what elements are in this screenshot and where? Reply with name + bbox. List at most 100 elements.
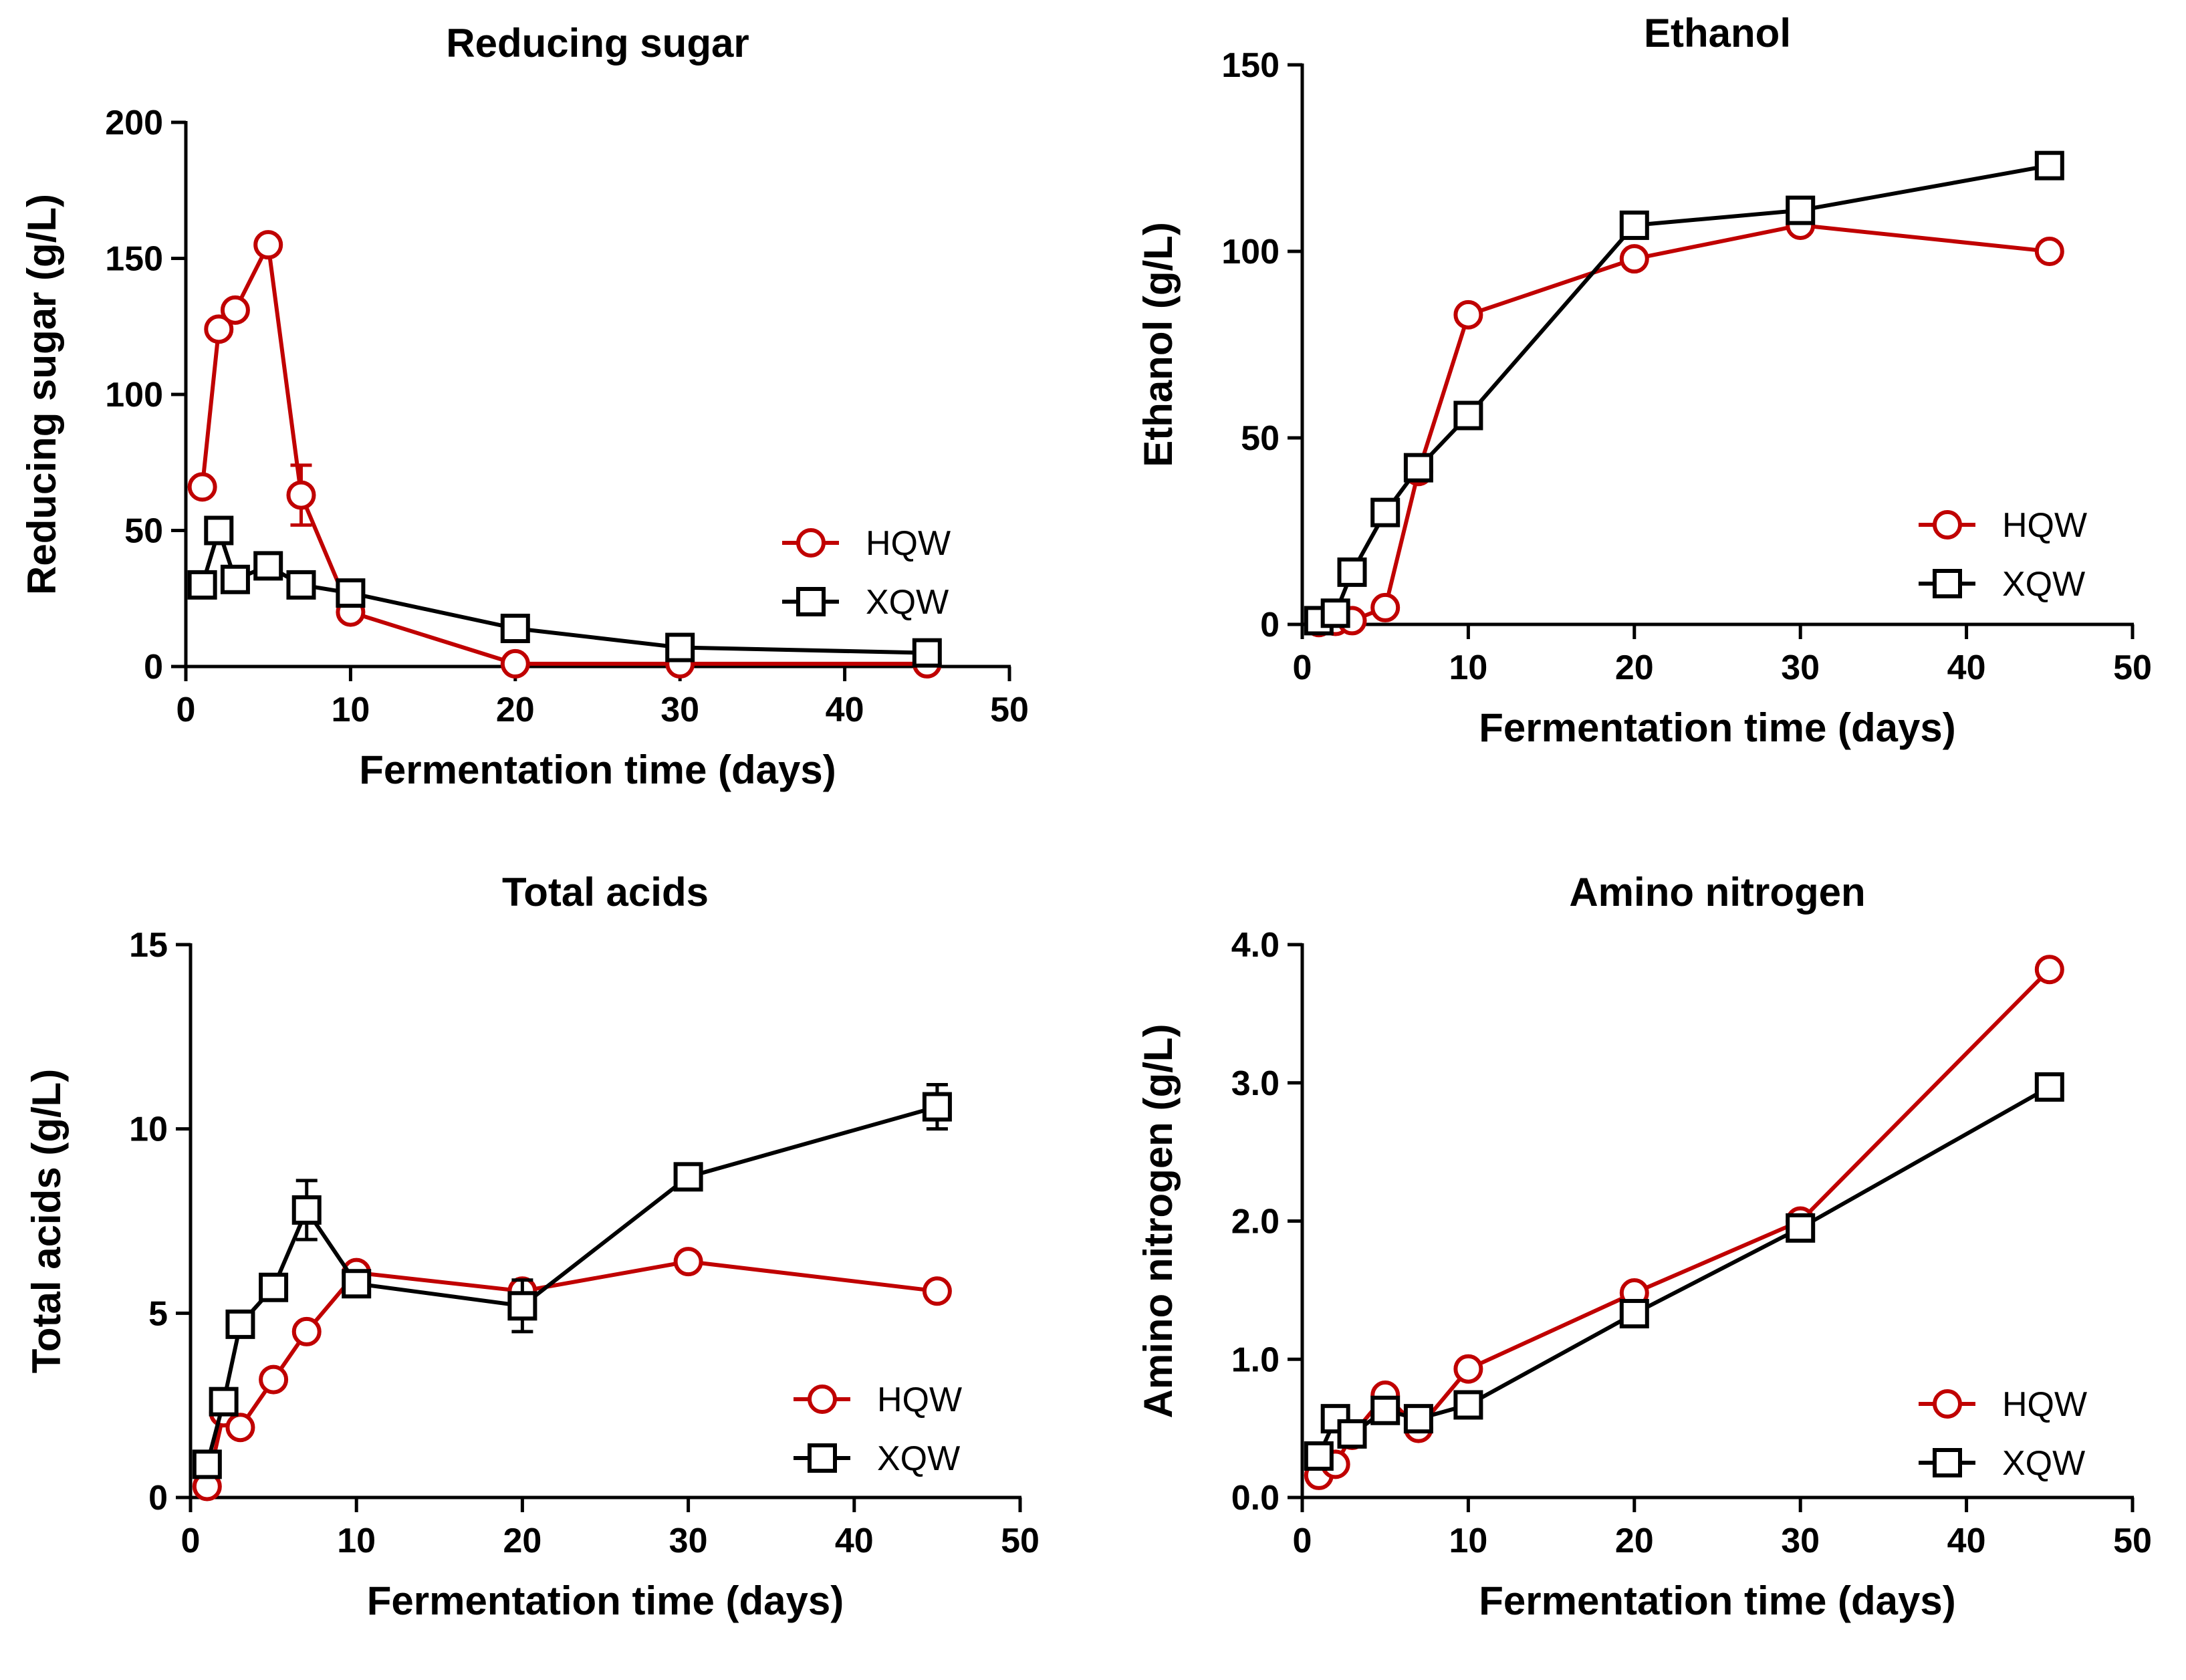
x-tick-label: 50 [990,691,1029,729]
legend-item-xqw: XQW [794,1439,960,1478]
legend-label: HQW [2002,1385,2087,1424]
series-xqw [1304,150,2064,636]
y-tick-label: 150 [105,240,163,279]
y-tick-label: 4.0 [1231,926,1280,965]
data-point [259,1364,289,1395]
legend-item-xqw: XQW [782,583,949,622]
x-tick-label: 20 [496,691,535,729]
data-point [673,1162,703,1192]
y-tick-label: 0 [148,1479,168,1518]
data-point [1370,592,1401,622]
legend-label: HQW [866,524,951,563]
data-point [1619,1299,1649,1329]
y-tick-label: 150 [1221,46,1280,85]
data-point [507,1291,537,1321]
y-tick-label: 0.0 [1231,1479,1280,1518]
x-tick-label: 0 [1293,648,1312,687]
data-point [220,295,250,325]
data-point [204,515,234,546]
chart-title: Amino nitrogen [1569,870,1865,915]
legend-marker [808,1443,837,1473]
legend-marker [1933,510,1962,539]
data-point [500,614,530,644]
data-point [1337,1419,1367,1449]
legend-item-hqw: HQW [794,1381,962,1419]
data-point [1403,1404,1433,1434]
legend-marker [1933,1448,1962,1477]
x-tick-label: 10 [337,1522,376,1560]
series-xqw [1304,1072,2064,1471]
data-point [342,1269,372,1299]
data-point [2034,150,2064,181]
legend-item-hqw: HQW [1919,506,2087,545]
y-axis-label: Reducing sugar (g/L) [19,194,64,595]
data-point [1403,453,1433,483]
x-tick-label: 40 [1947,648,1986,687]
data-point [225,1413,255,1443]
data-point [1337,557,1367,587]
data-point [253,230,283,260]
x-tick-label: 40 [1947,1522,1986,1560]
x-tick-label: 10 [331,691,370,729]
y-tick-label: 100 [1221,233,1280,271]
x-tick-label: 40 [826,691,864,729]
data-point [192,1449,222,1479]
x-tick-label: 10 [1449,648,1487,687]
chart-title: Total acids [502,870,709,915]
legend-marker [1933,1389,1962,1419]
series-xqw [192,1083,952,1479]
chart-2: Ethanol 0 10 20 30 40 50 0 50 100 150 Fermentation … [1136,11,2152,750]
legend-marker [796,528,826,558]
x-tick-label: 50 [2113,648,2152,687]
x-tick-label: 30 [1781,648,1820,687]
y-axis-label: Ethanol (g/L) [1136,222,1181,467]
x-tick-label: 50 [2113,1522,2152,1560]
legend-marker [1933,569,1962,598]
data-point [912,638,942,668]
y-tick-label: 10 [129,1110,168,1149]
data-point [187,472,217,502]
data-point [286,480,316,510]
series-xqw [187,515,942,668]
data-point [1453,400,1483,431]
legend-item-xqw: XQW [1919,565,2085,604]
data-point [1370,497,1401,527]
data-point [1370,1395,1401,1425]
x-axis-label: Fermentation time (days) [359,747,836,792]
series-line-hqw [1318,223,2050,625]
data-point [922,1276,952,1306]
x-tick-label: 0 [1293,1522,1312,1560]
data-point [1453,299,1483,330]
data-point [500,648,530,679]
x-tick-label: 10 [1449,1522,1487,1560]
x-axis-label: Fermentation time (days) [1479,705,1955,750]
x-tick-label: 40 [835,1522,874,1560]
chart-1: Reducing sugar 0 10 20 30 40 50 0 50 100 150 200 Fer… [19,21,1029,792]
chart-title: Reducing sugar [446,21,749,66]
y-tick-label: 100 [105,376,163,414]
x-tick-label: 0 [181,1522,201,1560]
data-point [1320,598,1350,628]
y-tick-label: 5 [148,1294,168,1333]
x-tick-label: 30 [660,691,699,729]
legend-item-hqw: HQW [782,524,951,563]
data-point [2034,237,2064,266]
y-tick-label: 3.0 [1231,1064,1280,1103]
data-point [1304,1441,1334,1471]
chart-4: Amino nitrogen 0 10 20 30 40 50 0.0 1.0 2.0 3.0 4.0… [1136,870,2152,1623]
data-point [286,570,316,600]
data-point [922,1092,952,1122]
legend-marker [796,587,826,616]
legend-label: XQW [877,1439,960,1478]
data-point [220,564,250,594]
data-point [209,1387,239,1417]
legend-item-hqw: HQW [1919,1385,2087,1424]
data-point [2034,955,2064,985]
data-point [204,314,234,344]
series-line-xqw [1318,163,2050,623]
y-axis-label: Total acids (g/L) [24,1069,69,1374]
legend-item-xqw: XQW [1919,1444,2085,1483]
y-tick-label: 0 [144,648,163,687]
y-tick-label: 15 [129,926,168,965]
